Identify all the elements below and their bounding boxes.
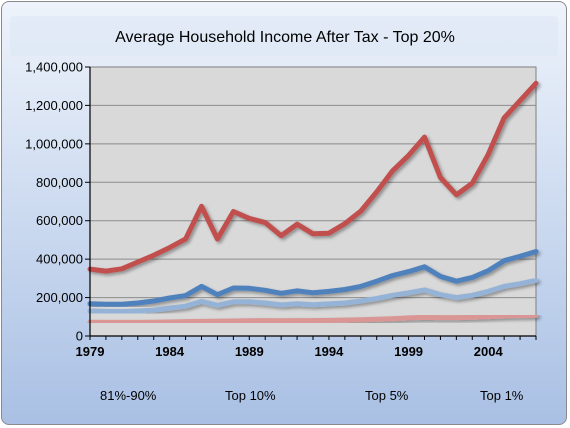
x-tick-label: 1989 <box>235 344 264 359</box>
x-tick-label: 2004 <box>474 344 504 359</box>
y-tick-label: 600,000 <box>36 213 83 228</box>
legend-label-81-90: 81%-90% <box>100 388 157 403</box>
series-line-81-90 <box>87 312 539 325</box>
y-axis-ticks: 0 200,000 400,000 600,000 800,000 1,000,000 1,… <box>25 60 90 344</box>
x-tick-label: 1979 <box>76 344 105 359</box>
x-axis-ticks: 1979 1984 1989 1994 1999 2004 <box>76 336 537 359</box>
y-tick-label: 200,000 <box>36 290 83 305</box>
x-tick-label: 1984 <box>155 344 185 359</box>
y-tick-label: 1,200,000 <box>25 98 83 113</box>
y-tick-label: 1,000,000 <box>25 136 83 151</box>
y-tick-label: 0 <box>76 329 83 344</box>
series-line-top-5 <box>87 249 539 307</box>
x-tick-label: 1999 <box>394 344 423 359</box>
legend-label-top-10: Top 10% <box>225 388 276 403</box>
legend: 81%-90% Top 10% Top 5% Top 1% <box>59 388 524 403</box>
y-tick-label: 800,000 <box>36 175 83 190</box>
y-tick-label: 1,400,000 <box>25 60 83 75</box>
title-band <box>10 16 558 56</box>
chart-title: Average Household Income After Tax - Top… <box>115 29 455 46</box>
line-chart: Average Household Income After Tax - Top… <box>10 16 558 403</box>
series-lines <box>87 80 539 325</box>
series-line-top-10 <box>87 277 539 315</box>
series-line-top-1 <box>87 80 539 274</box>
legend-label-top-1: Top 1% <box>480 388 524 403</box>
y-tick-label: 400,000 <box>36 252 83 267</box>
legend-label-top-5: Top 5% <box>365 388 409 403</box>
x-tick-label: 1994 <box>314 344 344 359</box>
